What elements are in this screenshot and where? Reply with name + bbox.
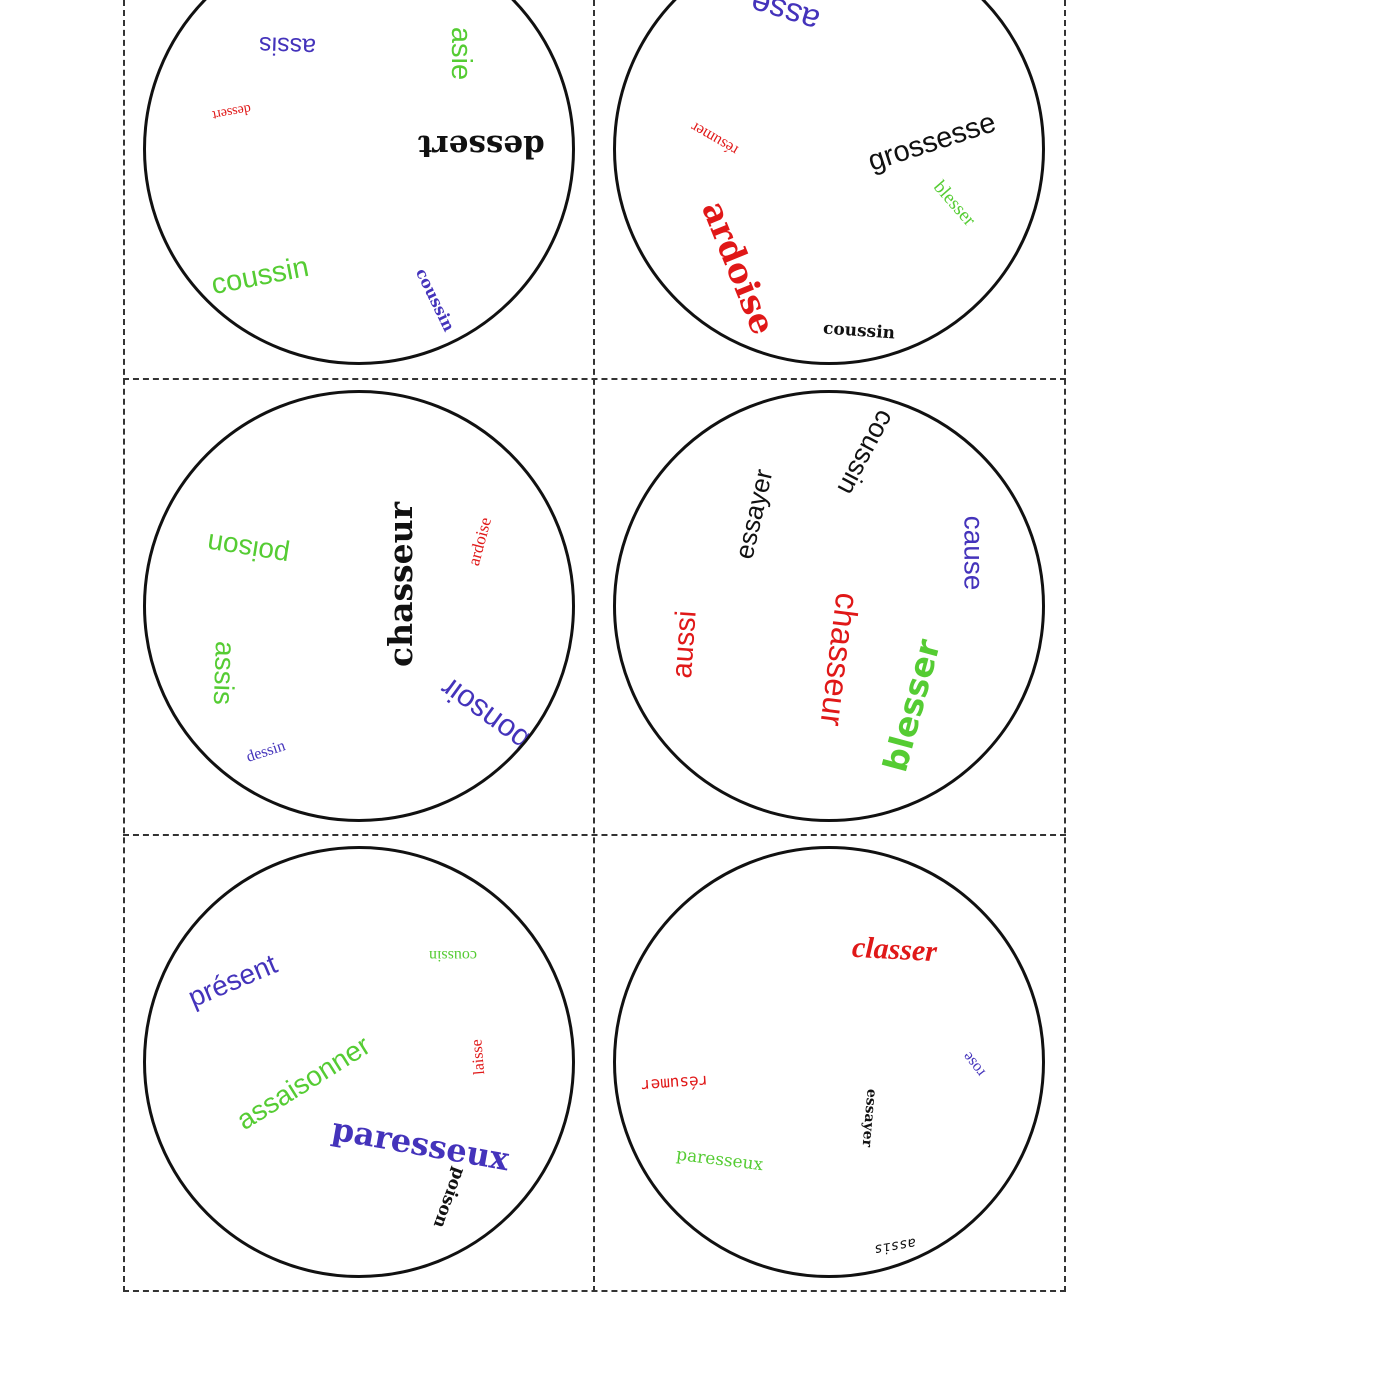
word-label: chasseur xyxy=(813,590,867,729)
word-label: aussi xyxy=(666,609,703,680)
word-label: dessert xyxy=(418,128,545,164)
word-label: essayer xyxy=(728,466,779,562)
word-card-5: présent coussin assaisonner laisse pares… xyxy=(125,836,595,1291)
word-label: dessert xyxy=(211,100,252,123)
word-label: grossesse xyxy=(864,106,1000,178)
word-label: résumer xyxy=(687,118,742,159)
word-card-1: assis asie dessert dessert coussin couss… xyxy=(125,0,595,378)
cut-line-bottom xyxy=(123,1290,1066,1292)
word-label: coussin xyxy=(831,405,901,501)
word-label: présent xyxy=(183,948,282,1014)
word-label: cause xyxy=(958,515,990,591)
cut-line-right xyxy=(1064,0,1066,1292)
word-label: chasseur xyxy=(381,502,420,667)
word-card-6: classer rose résumer essayer paresseux a… xyxy=(595,836,1065,1291)
word-card-4: coussin essayer cause aussi chasseur ble… xyxy=(595,380,1065,835)
word-label: assis xyxy=(207,640,242,706)
word-circle: assis asie dessert dessert coussin couss… xyxy=(143,0,575,365)
word-label: coussin xyxy=(822,318,896,344)
word-label: poison xyxy=(205,527,292,572)
word-label: essayer xyxy=(858,1088,880,1148)
word-label: coussin xyxy=(411,265,459,335)
cut-line-row-2 xyxy=(123,834,1066,836)
word-circle: poison chasseur ardoise assis bonsoir de… xyxy=(143,390,575,822)
word-label: poison xyxy=(428,1164,470,1231)
word-card-2: asse résumer grossesse blesser ardoise c… xyxy=(595,0,1065,378)
word-label: asie xyxy=(445,26,478,81)
word-label: ardoise xyxy=(693,195,783,341)
word-circle: classer rose résumer essayer paresseux a… xyxy=(613,846,1045,1278)
word-label: blesser xyxy=(875,635,948,776)
word-label: coussin xyxy=(208,250,312,302)
word-label: asse xyxy=(746,0,824,41)
word-label: rose xyxy=(959,1048,989,1081)
word-label: paresseux xyxy=(329,1109,513,1179)
word-label: assis xyxy=(258,31,317,61)
word-label: dessin xyxy=(244,737,288,766)
word-circle: coussin essayer cause aussi chasseur ble… xyxy=(613,390,1045,822)
word-label: classer xyxy=(851,930,938,969)
word-label: coussin xyxy=(429,947,477,964)
cut-line-row-1 xyxy=(123,378,1066,380)
cut-line-left xyxy=(123,0,125,1292)
cut-line-middle xyxy=(593,0,595,1292)
word-label: laisse xyxy=(468,1038,489,1076)
word-label: ardoise xyxy=(464,515,496,568)
word-circle: asse résumer grossesse blesser ardoise c… xyxy=(613,0,1045,365)
word-label: résumer xyxy=(640,1071,710,1096)
word-label: blesser xyxy=(929,176,980,231)
word-circle: présent coussin assaisonner laisse pares… xyxy=(143,846,575,1278)
word-label: paresseux xyxy=(675,1144,765,1176)
word-card-3: poison chasseur ardoise assis bonsoir de… xyxy=(125,380,595,835)
word-label: assis xyxy=(872,1234,918,1258)
word-label: bonsoir xyxy=(433,670,537,759)
